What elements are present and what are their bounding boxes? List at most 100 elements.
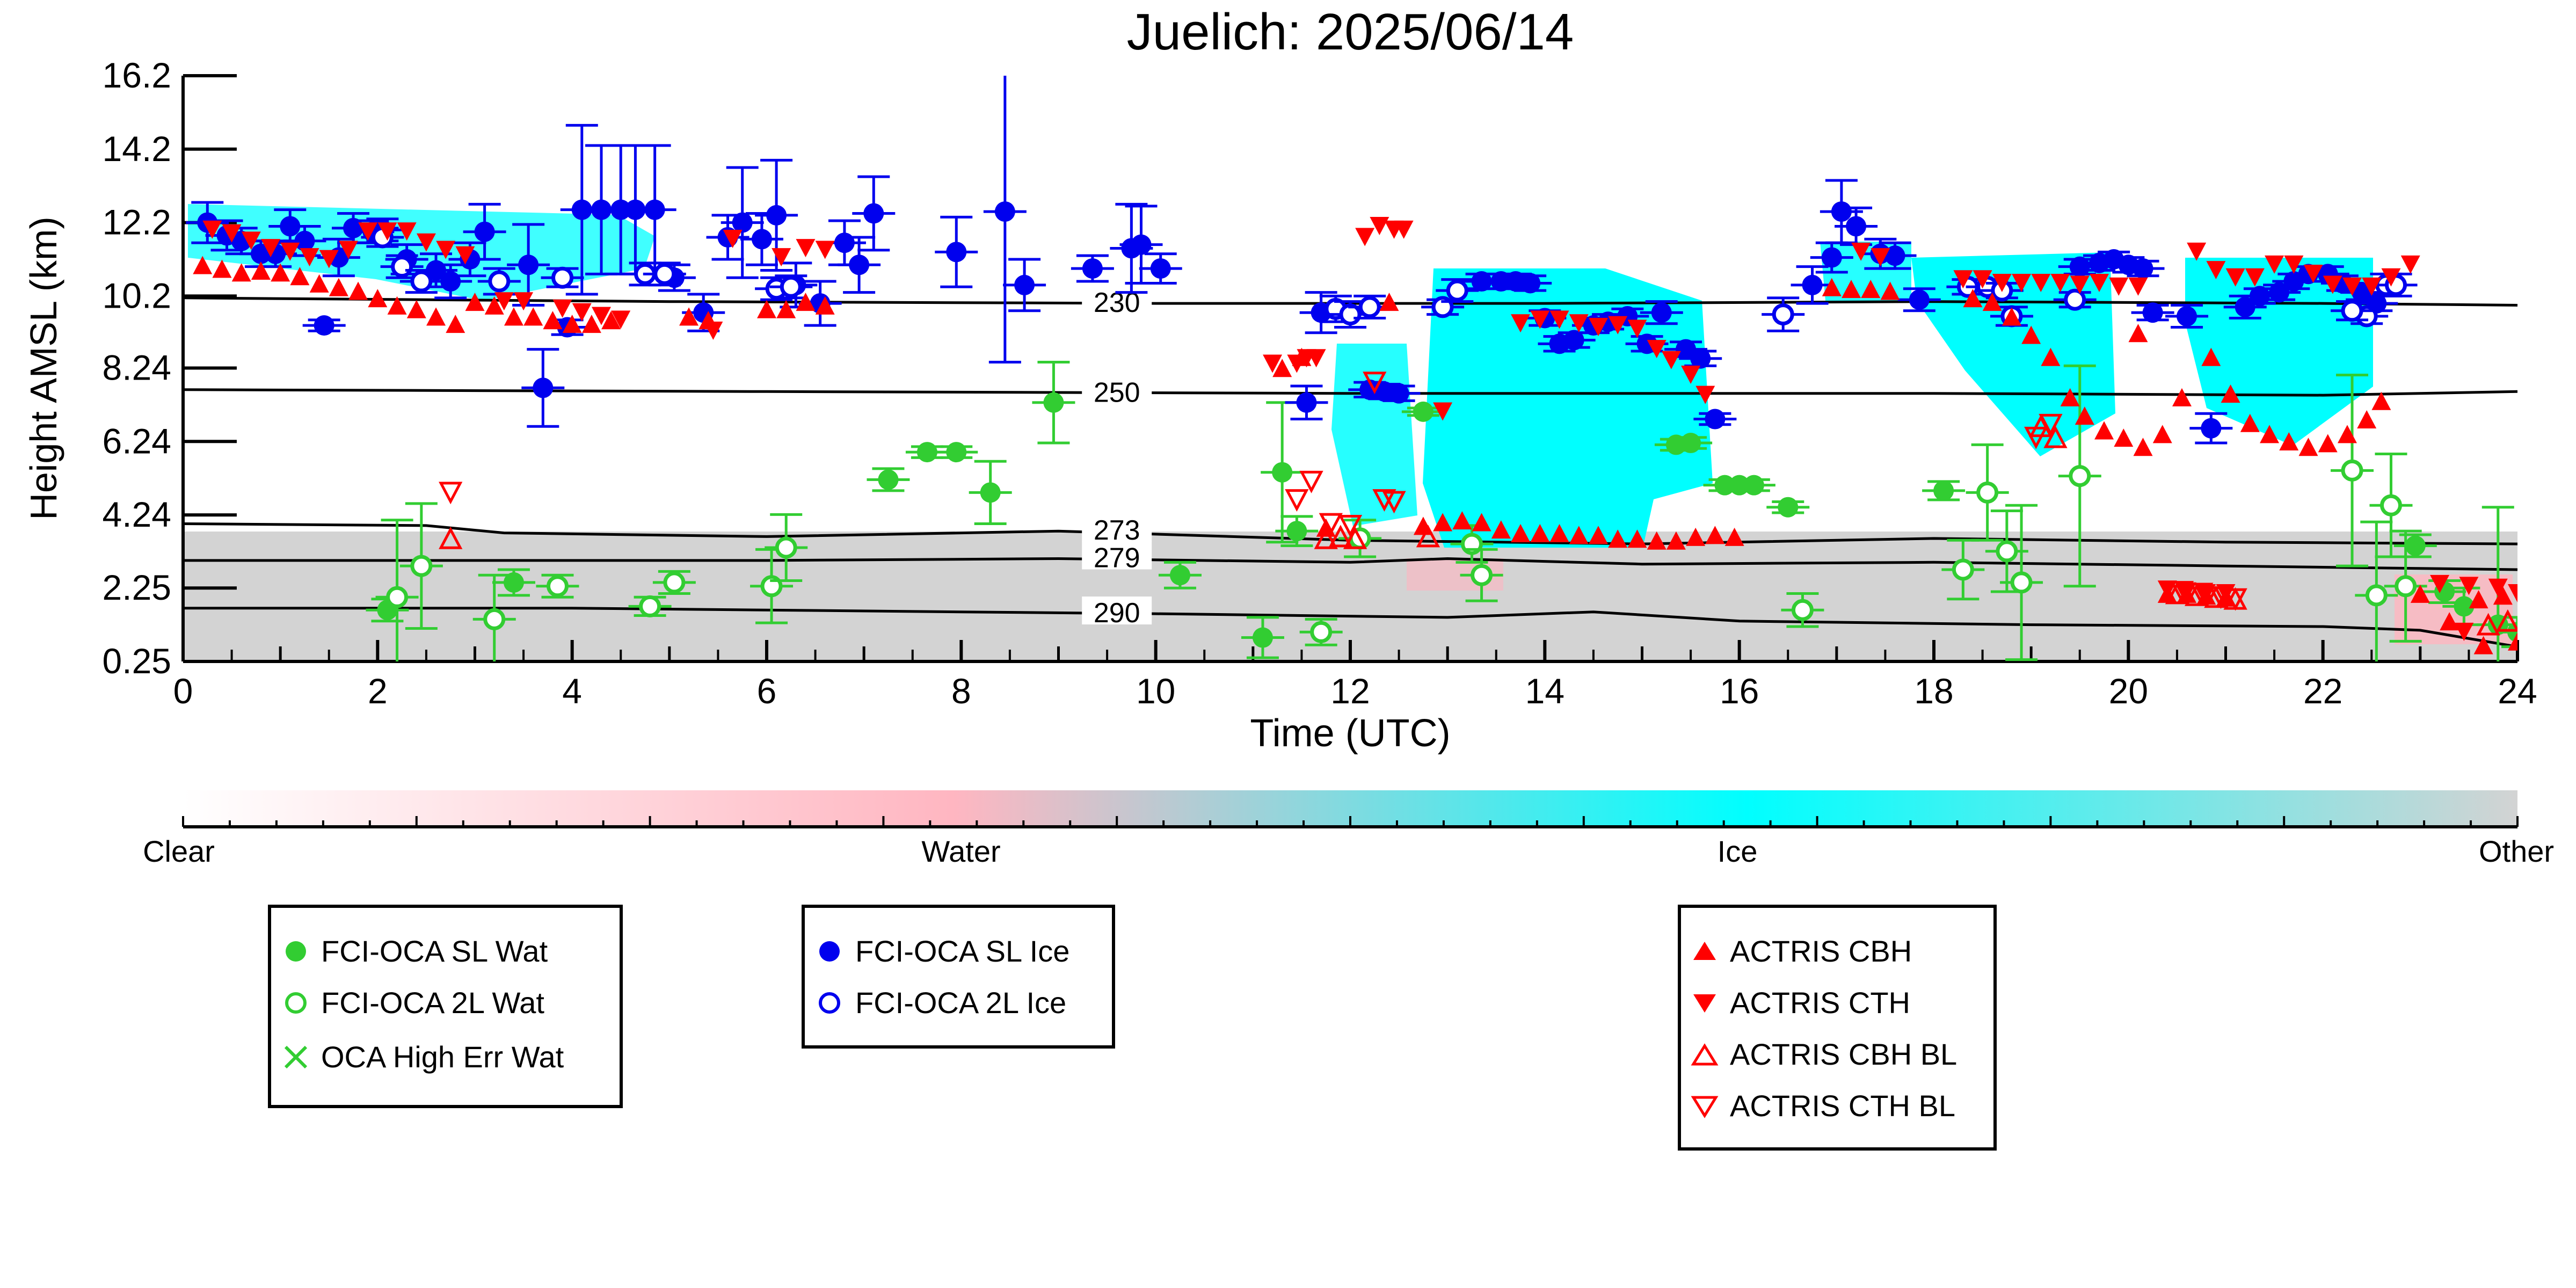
- marker-actris-cbh-bl: [1328, 525, 1353, 548]
- marker-actris-cbh: [2493, 586, 2513, 605]
- marker-actris-cbh: [1880, 281, 1900, 300]
- marker-actris-cbh: [446, 315, 465, 333]
- legend-marker-high-err-wat: [284, 1045, 308, 1069]
- marker-fci-oca-2l-ice: [653, 263, 676, 285]
- marker-actris-cbh: [523, 307, 543, 326]
- y-tick-label: 2.25: [103, 567, 171, 607]
- marker-actris-cth: [397, 222, 417, 241]
- marker-actris-cbh-bl: [439, 526, 463, 549]
- marker-actris-cth: [1851, 242, 1871, 261]
- marker-actris-cth: [2508, 584, 2517, 603]
- marker-actris-cbh-bl: [1416, 525, 1440, 548]
- marker-actris-cth: [202, 220, 222, 239]
- marker-actris-cbh-bl: [2204, 585, 2228, 608]
- marker-fci-oca-sl-ice: [518, 254, 539, 275]
- marker-fci-oca-sl-ice: [834, 232, 855, 253]
- marker-actris-cth: [1695, 385, 1715, 404]
- marker-fci-oca-sl-ice: [1520, 273, 1541, 294]
- marker-actris-cth-bl: [2024, 426, 2048, 449]
- marker-fci-oca-sl-wat: [1286, 521, 1307, 542]
- marker-fci-oca-2l-ice: [488, 270, 511, 293]
- marker-actris-cth: [2245, 268, 2265, 287]
- marker-actris-cbh: [1379, 293, 1399, 311]
- marker-fci-oca-sl-wat: [1272, 462, 1293, 483]
- marker-fci-oca-2l-wat: [639, 595, 661, 617]
- marker-actris-cbh: [1549, 524, 1569, 543]
- isotherm-label-bg: [1082, 596, 1152, 625]
- marker-fci-oca-2l-wat: [2395, 575, 2417, 598]
- marker-actris-cbh: [309, 274, 329, 293]
- isotherm-label-273: 273: [1094, 515, 1140, 546]
- marker-actris-cbh: [2152, 425, 2172, 443]
- marker-fci-oca-2l-wat: [2010, 571, 2033, 594]
- marker-actris-cbh: [387, 296, 407, 315]
- marker-fci-oca-2l-wat: [2341, 459, 2363, 482]
- colorbar-label-ice: Ice: [1718, 834, 1758, 868]
- marker-actris-cbh: [1272, 359, 1292, 377]
- marker-actris-cbh: [2279, 432, 2299, 451]
- marker-actris-cbh: [1530, 524, 1550, 543]
- marker-actris-cbh: [1647, 531, 1667, 550]
- legend-label-2l-ice: FCI-OCA 2L Ice: [855, 986, 1066, 1020]
- marker-actris-cbh: [2060, 388, 2080, 406]
- marker-fci-oca-2l-ice: [2064, 288, 2086, 311]
- marker-fci-oca-sl-ice: [1388, 383, 1409, 404]
- marker-actris-cbh: [2440, 612, 2459, 631]
- marker-actris-cbh: [679, 307, 699, 326]
- legend-label-high-err-wat: OCA High Err Wat: [321, 1040, 564, 1074]
- marker-actris-cbh: [2371, 391, 2391, 410]
- marker-actris-cbh: [1433, 513, 1453, 532]
- marker-actris-cth-bl: [1285, 489, 1309, 512]
- legend-label-cth-bl: ACTRIS CTH BL: [1730, 1089, 1955, 1123]
- marker-fci-oca-sl-wat: [1252, 627, 1273, 648]
- marker-actris-cbh: [348, 281, 368, 300]
- y-tick-label: 14.2: [103, 129, 171, 169]
- marker-actris-cth: [241, 231, 261, 250]
- marker-fci-oca-sl-ice: [1831, 201, 1852, 222]
- marker-fci-oca-sl-wat: [1743, 475, 1764, 496]
- marker-fci-oca-2l-wat: [1996, 540, 2018, 563]
- marker-fci-oca-2l-ice: [391, 256, 413, 278]
- marker-actris-cbh-bl: [1314, 526, 1338, 549]
- marker-actris-cth: [1647, 340, 1667, 359]
- marker-actris-cth-bl: [1382, 491, 1406, 514]
- marker-fci-oca-sl-wat: [946, 442, 967, 463]
- marker-actris-cth: [2187, 242, 2207, 261]
- legend-water: FCI-OCA SL Wat FCI-OCA 2L Wat OCA High E…: [268, 905, 623, 1108]
- marker-actris-cbh-bl: [2165, 581, 2189, 605]
- marker-actris-cth: [338, 241, 358, 259]
- marker-actris-cbh: [2075, 406, 2094, 425]
- marker-actris-cth-bl: [439, 482, 463, 505]
- marker-actris-cth: [2381, 268, 2401, 287]
- marker-actris-cbh: [1491, 520, 1511, 539]
- marker-actris-cth: [2265, 255, 2284, 274]
- marker-actris-cbh: [2114, 428, 2134, 447]
- marker-fci-oca-sl-ice: [1821, 247, 1842, 268]
- marker-actris-cth: [2109, 277, 2129, 296]
- marker-actris-cth-bl: [2039, 413, 2063, 436]
- marker-actris-cbh: [1724, 527, 1744, 546]
- marker-actris-cbh: [2410, 584, 2430, 603]
- marker-actris-cth: [2070, 275, 2090, 294]
- marker-fci-oca-sl-ice: [751, 229, 772, 250]
- marker-actris-cth: [2089, 274, 2109, 293]
- marker-fci-oca-sl-ice: [1014, 274, 1035, 295]
- legend-marker-cth: [1693, 994, 1716, 1013]
- marker-actris-cbh: [2021, 325, 2041, 344]
- marker-actris-cth: [436, 241, 456, 259]
- marker-actris-cbh-bl: [2043, 425, 2068, 448]
- y-tick-label: 10.2: [103, 275, 171, 315]
- marker-actris-cbh: [406, 300, 426, 318]
- marker-actris-cth: [1953, 270, 1973, 289]
- marker-actris-cbh: [2128, 324, 2148, 343]
- marker-actris-cbh: [1963, 289, 1983, 308]
- marker-fci-oca-sl-ice: [2177, 306, 2197, 327]
- marker-fci-oca-sl-ice: [1296, 392, 1317, 413]
- y-tick-label: 4.24: [103, 494, 171, 534]
- marker-fci-oca-sl-ice: [2269, 282, 2290, 303]
- marker-actris-cth: [1588, 318, 1608, 337]
- marker-actris-cth: [592, 307, 612, 325]
- y-tick-label: 6.24: [103, 421, 171, 461]
- x-tick-label: 8: [951, 671, 971, 711]
